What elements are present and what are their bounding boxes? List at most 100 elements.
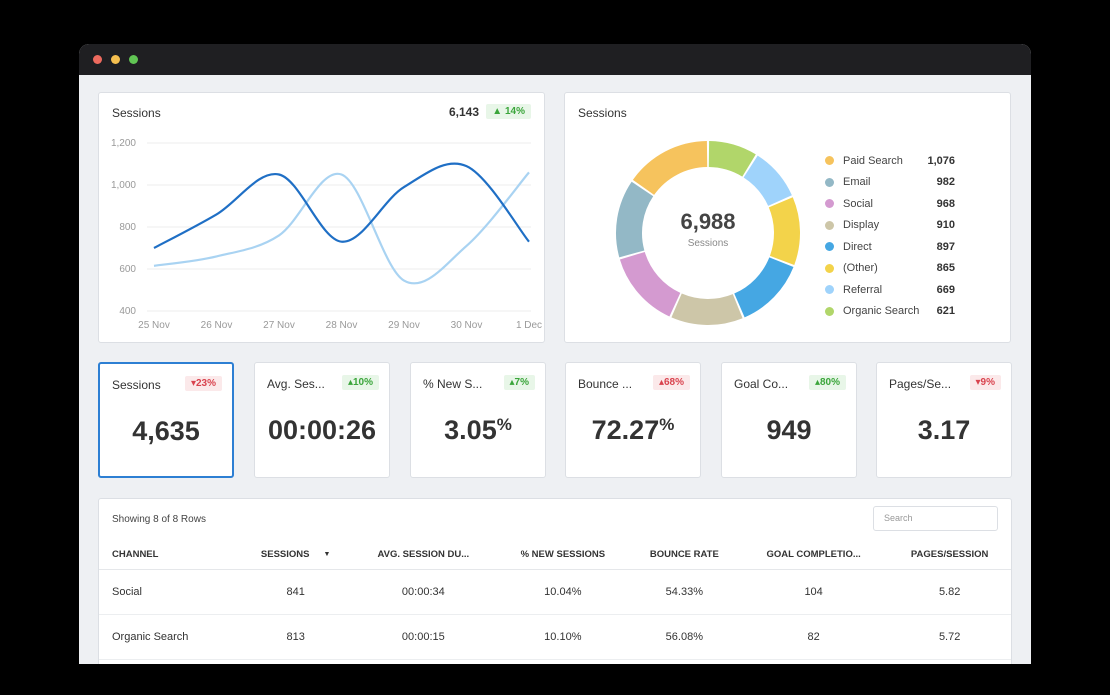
search-input[interactable]: Search — [873, 506, 998, 531]
sessions-change-value: 14% — [504, 106, 525, 117]
column-header[interactable]: % NEW SESSIONS — [495, 540, 630, 570]
kpi-card-avg-session-duration[interactable]: Avg. Ses... ▴10% 00:00:26 — [254, 362, 390, 478]
table-cell: 10.10% — [495, 614, 630, 660]
x-tick-label: 1 Dec — [516, 320, 542, 331]
table-cell: 00:00:34 — [350, 569, 496, 615]
legend-swatch — [825, 285, 834, 295]
legend-value: 910 — [936, 219, 955, 232]
kpi-value: 72.27% — [591, 415, 675, 445]
legend-item-email[interactable]: Email 982 — [825, 172, 955, 194]
kpi-label: Avg. Ses... — [267, 377, 325, 391]
x-tick-label: 29 Nov — [388, 320, 420, 331]
row-count: Showing 8 of 8 Rows — [112, 514, 206, 525]
legend-value: 982 — [936, 176, 955, 189]
table-cell: 813 — [240, 614, 351, 660]
legend-value: 1,076 — [927, 154, 955, 167]
legend-swatch — [825, 199, 834, 209]
legend-value: 669 — [936, 283, 955, 296]
legend-label: Referral — [843, 283, 883, 296]
column-header[interactable]: AVG. SESSION DU... — [350, 540, 496, 570]
donut-slice-referral[interactable] — [743, 155, 792, 206]
kpi-card-goal-completions[interactable]: Goal Co... ▴80% 949 — [721, 362, 857, 478]
close-window-button[interactable] — [93, 55, 102, 64]
x-tick-label: 27 Nov — [263, 320, 295, 331]
legend-item-other[interactable]: (Other) 865 — [825, 258, 955, 280]
column-header[interactable]: BOUNCE RATE — [629, 540, 739, 570]
line-chart-title: Sessions — [112, 106, 161, 120]
window-titlebar — [79, 44, 1031, 75]
table-cell: 56.08% — [629, 614, 739, 660]
table-cell: 841 — [240, 569, 351, 615]
donut-slice-direct[interactable] — [734, 257, 794, 318]
legend-item-social[interactable]: Social 968 — [825, 193, 955, 215]
channels-table: CHANNEL SESSIONS ▼ AVG. SESSION DU...% NEW … — [99, 540, 1011, 660]
table-cell: 54.33% — [629, 569, 739, 615]
table-row[interactable]: Social 841 00:00:34 10.04% 54.33% 104 5.82 — [99, 569, 1011, 615]
table-row[interactable]: Organic Search 813 00:00:15 10.10% 56.08% 82 5… — [99, 614, 1011, 660]
legend-label: Paid Search — [843, 154, 903, 167]
legend-swatch — [825, 263, 834, 273]
kpi-change-badge: ▴7% — [503, 375, 535, 390]
donut-slice-display[interactable] — [671, 293, 743, 325]
kpi-card-new-sessions[interactable]: % New S... ▴7% 3.05% — [410, 362, 546, 478]
kpi-card-sessions[interactable]: Sessions ▾23% 4,635 — [98, 362, 234, 478]
sessions-donut-chart — [616, 141, 800, 325]
table-cell: 10.04% — [495, 569, 630, 615]
legend-item-display[interactable]: Display 910 — [825, 215, 955, 237]
kpi-label: Sessions — [112, 378, 161, 392]
table-body: Social 841 00:00:34 10.04% 54.33% 104 5.82 Orga… — [99, 569, 1011, 660]
donut-slice-paid-search[interactable] — [632, 141, 708, 195]
donut-legend: Paid Search 1,076 Email 982 Social 968 Display… — [825, 150, 955, 322]
sort-desc-icon[interactable]: ▼ — [323, 550, 331, 558]
minimize-window-button[interactable] — [111, 55, 120, 64]
kpi-label: % New S... — [423, 377, 483, 391]
legend-value: 865 — [936, 262, 955, 275]
legend-label: Email — [843, 176, 871, 189]
series-line-1 — [153, 171, 530, 285]
legend-label: Social — [843, 197, 873, 210]
y-tick-label: 600 — [119, 264, 136, 275]
sessions-total: 6,143 — [448, 105, 479, 119]
legend-item-paid-search[interactable]: Paid Search 1,076 — [825, 150, 955, 172]
x-tick-label: 26 Nov — [201, 320, 233, 331]
kpi-value: 3.17 — [917, 415, 971, 445]
kpi-value-suffix: % — [496, 415, 512, 434]
column-header[interactable]: SESSIONS ▼ — [240, 540, 351, 570]
browser-window: Sessions 6,143 ▲ 14% 1,200 1,000 800 600 400… — [79, 44, 1031, 664]
donut-slice-email[interactable] — [616, 181, 654, 258]
kpi-label: Goal Co... — [734, 377, 789, 391]
legend-label: Display — [843, 219, 880, 232]
column-header[interactable]: CHANNEL — [99, 540, 241, 570]
kpi-value: 949 — [766, 415, 812, 445]
donut-slice-organic-search[interactable] — [708, 141, 756, 177]
kpi-card-bounce-rate[interactable]: Bounce ... ▴68% 72.27% — [565, 362, 701, 478]
table-cell: 82 — [738, 614, 889, 660]
donut-slice-other[interactable] — [768, 197, 800, 265]
column-header[interactable]: PAGES/SESSION — [888, 540, 1011, 570]
kpi-value-suffix: % — [659, 415, 675, 434]
legend-label: Organic Search — [843, 305, 920, 318]
table-cell: 5.72 — [888, 614, 1011, 660]
y-tick-label: 800 — [119, 222, 136, 233]
legend-swatch — [825, 220, 834, 230]
sessions-line-chart-card: Sessions 6,143 ▲ 14% 1,200 1,000 800 600 400… — [98, 92, 545, 343]
sessions-donut-card: Sessions 6,988 Sessions Paid Search 1,076… — [564, 92, 1011, 343]
legend-item-direct[interactable]: Direct 897 — [825, 236, 955, 258]
legend-value: 968 — [936, 197, 955, 210]
legend-value: 897 — [936, 240, 955, 253]
y-tick-label: 400 — [119, 306, 136, 317]
column-header[interactable]: GOAL COMPLETIO... — [738, 540, 889, 570]
kpi-value: 3.05% — [444, 415, 512, 445]
legend-item-referral[interactable]: Referral 669 — [825, 279, 955, 301]
table-cell: 5.82 — [888, 569, 1011, 615]
legend-item-organic-search[interactable]: Organic Search 621 — [825, 301, 955, 323]
legend-label: (Other) — [843, 262, 878, 275]
kpi-change-badge: ▴68% — [652, 375, 690, 390]
donut-slice-social[interactable] — [619, 251, 681, 317]
kpi-card-pages-session[interactable]: Pages/Se... ▾9% 3.17 — [876, 362, 1012, 478]
donut-title: Sessions — [578, 106, 627, 120]
x-tick-label: 28 Nov — [326, 320, 358, 331]
maximize-window-button[interactable] — [129, 55, 138, 64]
x-tick-label: 30 Nov — [451, 320, 483, 331]
